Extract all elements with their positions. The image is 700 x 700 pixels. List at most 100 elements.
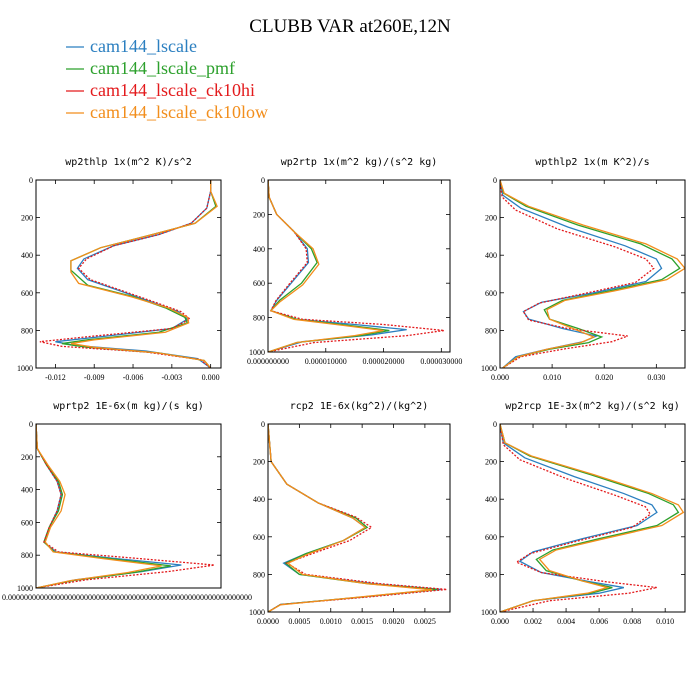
y-tick-label: 200 bbox=[485, 214, 497, 223]
series-line-3 bbox=[500, 424, 658, 612]
y-tick-label: 1000 bbox=[249, 608, 265, 617]
figure-title: CLUBB VAR at260E,12N bbox=[249, 16, 451, 37]
series-line-3 bbox=[500, 180, 655, 368]
plot-frame bbox=[267, 179, 451, 353]
x-tick-label: 0.000030000 bbox=[420, 357, 462, 366]
series-line-1 bbox=[500, 180, 663, 368]
x-tick-label: 0.030 bbox=[647, 373, 665, 382]
series-line-1 bbox=[500, 424, 658, 612]
x-tick-label: 0.010 bbox=[656, 617, 674, 626]
panel-title: wp2thlp 1x(m^2 K)/s^2 bbox=[65, 157, 191, 168]
x-tick-label: 0.004 bbox=[557, 617, 575, 626]
plot-frame bbox=[267, 423, 451, 613]
x-tick-label: 0.0020 bbox=[383, 617, 405, 626]
legend-item: cam144_lscale_ck10hi bbox=[66, 80, 255, 100]
y-tick-label: 600 bbox=[21, 518, 33, 527]
series-line-4 bbox=[500, 180, 685, 368]
panel-title: wprtp2 1E-6x(m kg)/(s kg) bbox=[53, 401, 204, 412]
x-tick-label: 0.000 bbox=[491, 617, 509, 626]
legend-item: cam144_lscale_pmf bbox=[66, 58, 235, 78]
x-tick-label: 0.010 bbox=[543, 373, 561, 382]
y-tick-label: 400 bbox=[253, 495, 265, 504]
x-tick-label: 0.000000000 bbox=[247, 357, 289, 366]
y-tick-label: 200 bbox=[21, 214, 33, 223]
x-tick-label: 0.020 bbox=[595, 373, 613, 382]
series-line-1 bbox=[268, 180, 407, 352]
x-tick-label: -0.003 bbox=[162, 373, 183, 382]
y-tick-label: 0 bbox=[493, 420, 497, 429]
y-tick-label: 0 bbox=[261, 420, 265, 429]
series-line-3 bbox=[39, 180, 212, 368]
x-tick-label: -0.012 bbox=[45, 373, 66, 382]
x-tick-label: -0.006 bbox=[123, 373, 144, 382]
panel-2: wp2rtp 1x(m^2 kg)/(s^2 kg) 0 200 400 600 800 1… bbox=[247, 157, 462, 366]
panel-5: rcp2 1E-6x(kg^2)/(kg^2) 0 200 400 600 800 1000… bbox=[249, 401, 451, 626]
y-tick-label: 1000 bbox=[17, 364, 33, 373]
legend-label: cam144_lscale_ck10hi bbox=[90, 80, 255, 100]
y-tick-label: 400 bbox=[485, 495, 497, 504]
legend-label: cam144_lscale_pmf bbox=[90, 58, 235, 78]
legend-item: cam144_lscale bbox=[66, 36, 197, 56]
panel-title: wp2rcp 1E-3x(m^2 kg)/(s^2 kg) bbox=[505, 401, 680, 412]
series-line-1 bbox=[55, 180, 212, 368]
y-tick-label: 0 bbox=[493, 176, 497, 185]
x-tick-label: 0.000 bbox=[202, 373, 220, 382]
y-tick-label: 600 bbox=[485, 533, 497, 542]
series-line-3 bbox=[36, 424, 215, 588]
panel-3: wpthlp2 1x(m K^2)/s 0 200 400 600 800 10000.00… bbox=[481, 157, 686, 382]
y-tick-label: 400 bbox=[253, 245, 265, 254]
series-line-2 bbox=[500, 180, 681, 368]
y-tick-label: 1000 bbox=[481, 608, 497, 617]
series-line-4 bbox=[70, 180, 218, 368]
y-tick-label: 600 bbox=[485, 289, 497, 298]
series-line-2 bbox=[36, 424, 171, 588]
panel-title: wp2rtp 1x(m^2 kg)/(s^2 kg) bbox=[281, 157, 438, 168]
y-tick-label: 400 bbox=[21, 486, 33, 495]
y-tick-label: 800 bbox=[253, 314, 265, 323]
series-line-4 bbox=[268, 180, 384, 352]
x-tick-label: 0.000020000 bbox=[363, 357, 405, 366]
y-tick-label: 1000 bbox=[249, 348, 265, 357]
y-tick-label: 400 bbox=[485, 251, 497, 260]
y-tick-label: 800 bbox=[21, 326, 33, 335]
plot-frame bbox=[499, 179, 686, 369]
x-tick-label: 0.0025 bbox=[414, 617, 436, 626]
x-tick-label: 0.0005 bbox=[288, 617, 310, 626]
panels: wp2thlp 1x(m^2 K)/s^2 0 200 400 600 800 1000 -0… bbox=[2, 157, 686, 626]
series-line-3 bbox=[268, 424, 447, 612]
y-tick-label: 800 bbox=[485, 326, 497, 335]
y-tick-label: 600 bbox=[253, 533, 265, 542]
x-tick-label: 0.002 bbox=[524, 617, 542, 626]
plot-frame bbox=[35, 423, 222, 589]
legend-label: cam144_lscale bbox=[90, 36, 197, 56]
y-tick-label: 200 bbox=[253, 458, 265, 467]
series-line-1 bbox=[36, 424, 182, 588]
x-tick-label: 0.0010 bbox=[320, 617, 342, 626]
y-tick-label: 200 bbox=[485, 458, 497, 467]
panel-1: wp2thlp 1x(m^2 K)/s^2 0 200 400 600 800 1000 -0… bbox=[17, 157, 222, 382]
series-line-4 bbox=[500, 424, 685, 612]
x-tick-label: 0.0015 bbox=[351, 617, 373, 626]
y-tick-label: 600 bbox=[253, 279, 265, 288]
x-tick-label: 0.00000000000000000000000000000000000000… bbox=[2, 593, 252, 602]
series-line-4 bbox=[268, 424, 433, 612]
y-tick-label: 0 bbox=[29, 176, 33, 185]
y-tick-label: 1000 bbox=[17, 584, 33, 593]
legend-item: cam144_lscale_ck10low bbox=[66, 102, 268, 122]
y-tick-label: 800 bbox=[253, 570, 265, 579]
x-tick-label: -0.009 bbox=[84, 373, 105, 382]
x-tick-label: 0.006 bbox=[590, 617, 608, 626]
y-tick-label: 800 bbox=[21, 551, 33, 560]
panel-title: rcp2 1E-6x(kg^2)/(kg^2) bbox=[290, 401, 428, 412]
panel-title: wpthlp2 1x(m K^2)/s bbox=[535, 157, 649, 168]
panel-6: wp2rcp 1E-3x(m^2 kg)/(s^2 kg) 0 200 400 600 8… bbox=[481, 401, 686, 626]
y-tick-label: 0 bbox=[261, 176, 265, 185]
y-tick-label: 0 bbox=[29, 420, 33, 429]
y-tick-label: 800 bbox=[485, 570, 497, 579]
y-tick-label: 1000 bbox=[481, 364, 497, 373]
y-tick-label: 200 bbox=[21, 453, 33, 462]
panel-4: wprtp2 1E-6x(m kg)/(s kg) 0 200 400 600 800 10… bbox=[2, 401, 252, 602]
y-tick-label: 400 bbox=[21, 251, 33, 260]
x-tick-label: 0.0000 bbox=[257, 617, 279, 626]
